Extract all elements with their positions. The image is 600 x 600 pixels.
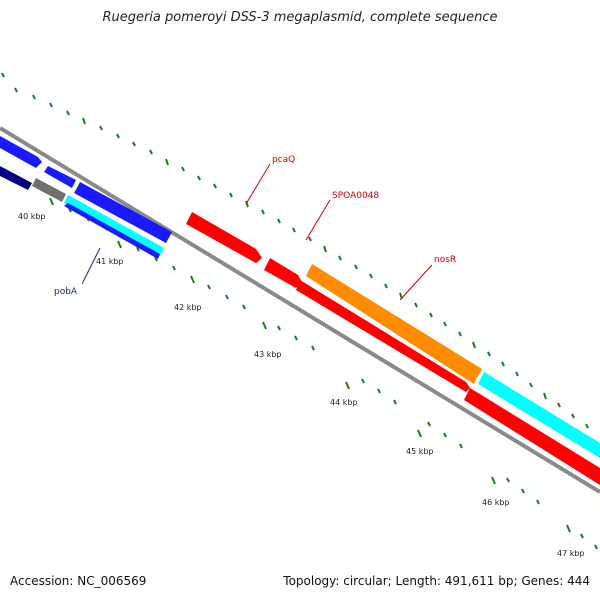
- feature-cyan-left[interactable]: [64, 195, 164, 256]
- feature-red-right[interactable]: [464, 388, 600, 485]
- leader-nosR: [399, 264, 433, 301]
- sequence-summary: Topology: circular; Length: 491,611 bp; …: [283, 574, 590, 588]
- feature-gray[interactable]: [32, 178, 66, 202]
- backbone-line: [0, 126, 600, 494]
- leader-SPOA0048: [305, 199, 331, 241]
- feature-orange-nosR[interactable]: [306, 264, 482, 384]
- gene-label-nosR: nosR: [434, 255, 456, 265]
- feature-blue-3[interactable]: [74, 182, 172, 243]
- outer-tick-ring: [1, 72, 589, 429]
- gene-label-SPOA0048: SPOA0048: [332, 191, 379, 201]
- scale-label-42kbp: 42 kbp: [174, 303, 202, 312]
- scale-label-41kbp: 41 kbp: [96, 257, 124, 266]
- map-title: Ruegeria pomeroyi DSS-3 megaplasmid, com…: [102, 10, 498, 25]
- gene-label-pobA: pobA: [54, 287, 78, 297]
- gene-label-pcaQ: pcaQ: [272, 155, 295, 165]
- scale-label-43kbp: 43 kbp: [254, 350, 282, 359]
- leader-pcaQ: [245, 163, 271, 205]
- inner-tick-ring: [49, 197, 598, 550]
- feature-navy[interactable]: [0, 166, 32, 190]
- feature-blue-1[interactable]: [0, 136, 42, 168]
- scale-label-46kbp: 46 kbp: [482, 498, 510, 507]
- feature-red-SPOA0048[interactable]: [264, 258, 302, 288]
- feature-red-pcaQ[interactable]: [186, 212, 262, 263]
- feature-blue-2[interactable]: [44, 166, 76, 188]
- feature-red-long[interactable]: [296, 280, 470, 392]
- feature-blue-pobA[interactable]: [64, 203, 160, 259]
- scale-label-40kbp: 40 kbp: [18, 212, 46, 221]
- scale-label-44kbp: 44 kbp: [330, 398, 358, 407]
- leader-pobA: [81, 247, 101, 285]
- scale-label-45kbp: 45 kbp: [406, 447, 434, 456]
- scale-label-47kbp: 47 kbp: [557, 549, 585, 558]
- accession-text: Accession: NC_006569: [10, 574, 147, 588]
- feature-cyan-right[interactable]: [478, 372, 600, 458]
